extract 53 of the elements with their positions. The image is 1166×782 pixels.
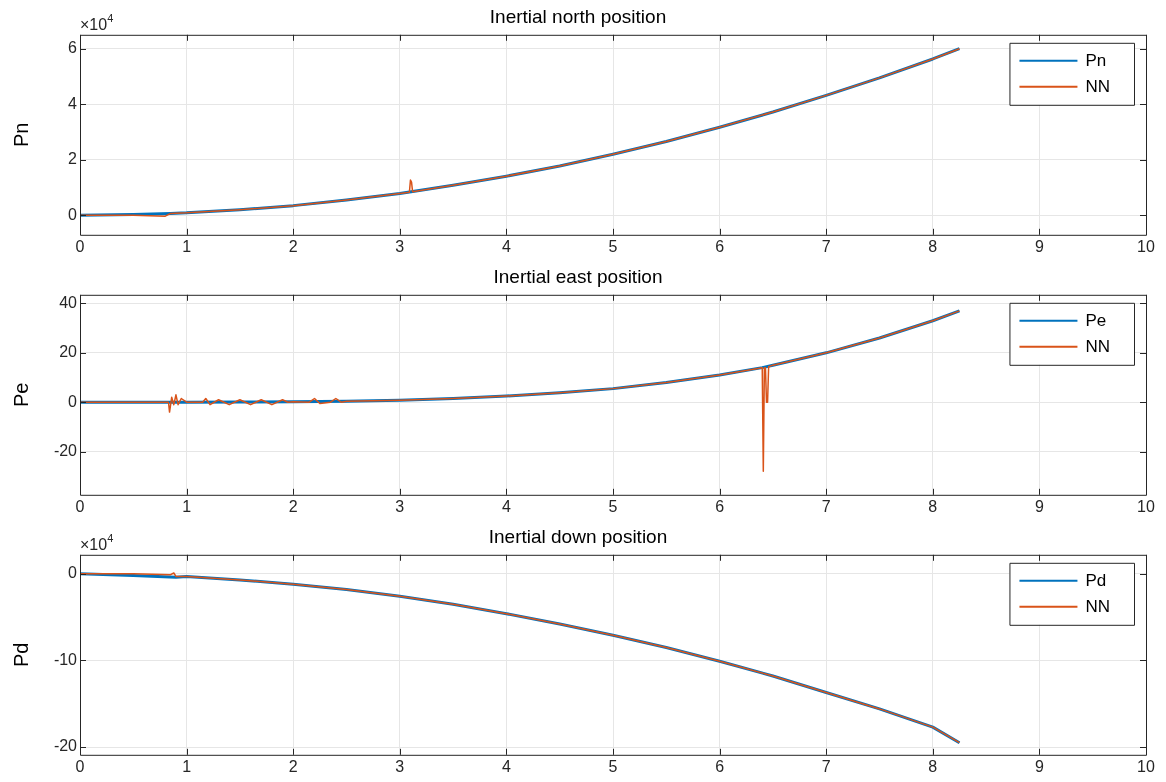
y-tick-label: -20 [53,737,78,755]
x-tick-label: 2 [288,237,298,255]
x-tick-label: 7 [821,237,831,255]
x-tick-label: 7 [821,757,831,775]
x-tick-label: 7 [821,497,831,515]
y-tick-label: 0 [68,564,78,582]
legend-label: Pd [1085,571,1107,591]
y-tick-label: 20 [59,343,78,361]
x-tick-label: 2 [288,497,298,515]
y-axis-title: Pn [9,122,32,148]
y-axis-title: Pd [9,642,32,668]
x-tick-label: 10 [1137,757,1155,775]
x-tick-label: 8 [928,497,938,515]
y-tick-label: -20 [53,442,78,459]
y-tick-label: 6 [68,39,78,57]
chart-title: Inertial east position [493,265,663,287]
x-tick-label: 5 [608,497,618,515]
x-tick-label: 9 [1034,237,1044,255]
y-axis-title: Pe [9,382,32,408]
x-tick-label: 4 [501,237,511,255]
x-tick-label: 1 [182,237,192,255]
legend-label: Pe [1085,311,1107,331]
x-tick-label: 1 [182,497,192,515]
x-tick-label: 3 [395,497,405,515]
x-tick-label: 8 [928,237,938,255]
x-tick-label: 10 [1137,497,1155,515]
x-tick-label: 9 [1034,497,1044,515]
x-tick-label: 6 [715,497,725,515]
x-tick-label: 6 [715,237,725,255]
legend-label: NN [1085,597,1111,617]
x-tick-label: 9 [1034,757,1044,775]
legend-label: NN [1085,337,1111,357]
x-tick-label: 4 [501,757,511,775]
y-tick-label: 0 [68,392,78,410]
y-tick-label: 0 [68,205,78,223]
x-tick-label: 4 [501,497,511,515]
y-tick-label: 2 [68,150,78,168]
chart-title: Inertial north position [489,5,667,27]
y-tick-label: 40 [59,293,78,311]
chart-title: Inertial down position [488,525,668,547]
x-tick-label: 5 [608,757,618,775]
x-tick-label: 3 [395,237,405,255]
legend-label: Pn [1085,51,1107,71]
x-tick-label: 6 [715,757,725,775]
x-tick-label: 2 [288,757,298,775]
x-tick-label: 10 [1137,237,1155,255]
y-tick-label: -10 [53,650,78,668]
y-tick-label: 4 [68,94,78,112]
legend-label: NN [1085,77,1111,97]
x-tick-label: 8 [928,757,938,775]
x-tick-label: 1 [182,757,192,775]
x-tick-label: 3 [395,757,405,775]
x-tick-label: 5 [608,237,618,255]
